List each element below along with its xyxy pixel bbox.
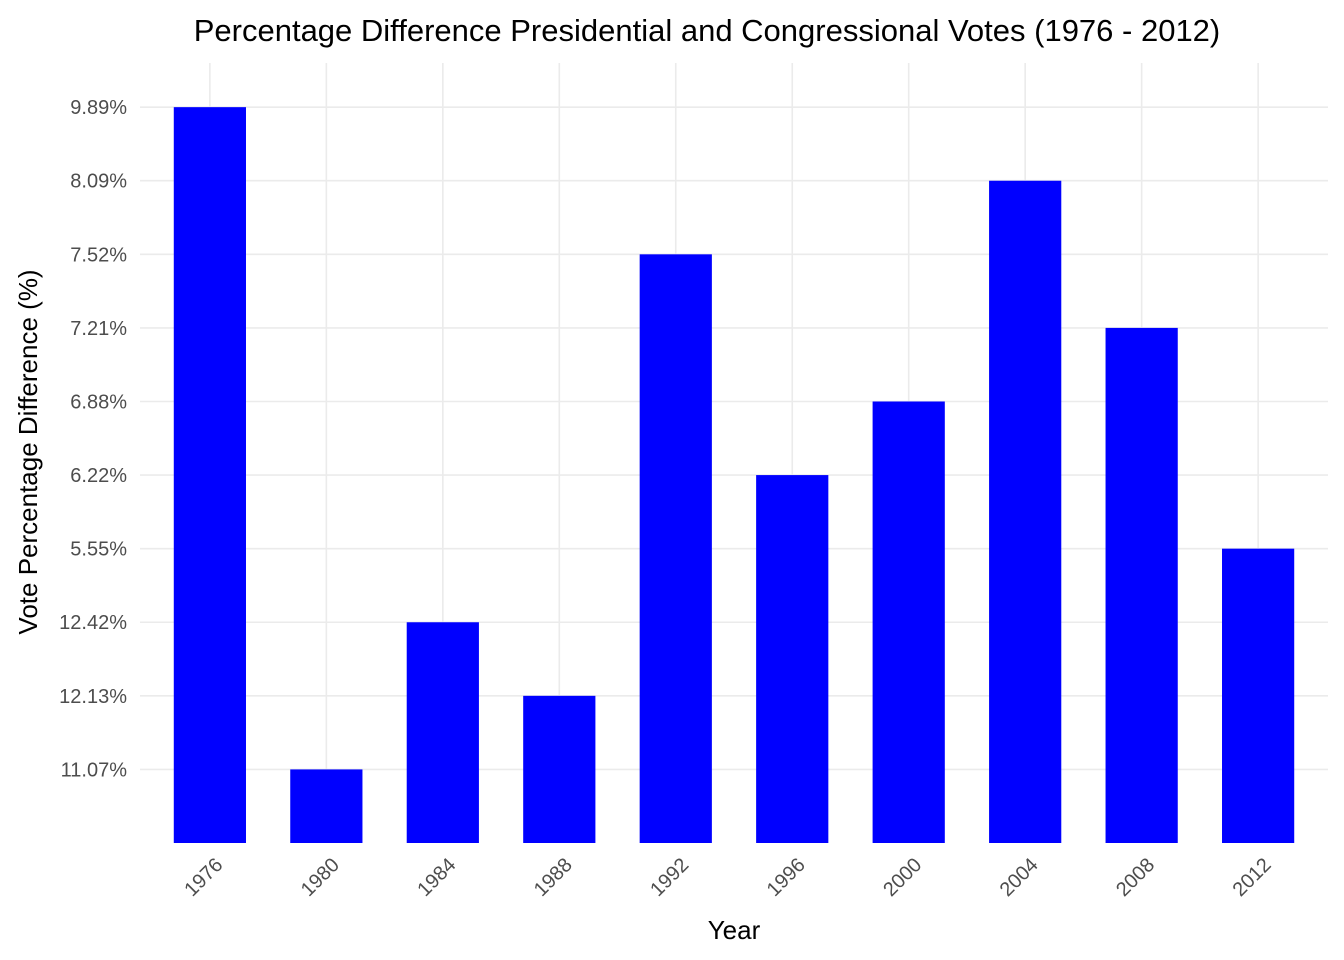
bar-1992 bbox=[639, 254, 712, 844]
bar-1996 bbox=[756, 475, 829, 843]
y-tick-label: 6.22% bbox=[70, 465, 127, 487]
y-tick-label: 11.07% bbox=[61, 759, 128, 781]
bar-2008 bbox=[1105, 327, 1178, 844]
y-tick-label: 12.42% bbox=[59, 612, 127, 634]
x-tick-label: 1992 bbox=[646, 854, 693, 901]
x-tick-label: 1988 bbox=[530, 854, 577, 901]
y-tick-label: 6.88% bbox=[70, 391, 127, 413]
y-tick-label: 7.21% bbox=[70, 318, 127, 340]
bar-1980 bbox=[290, 769, 363, 843]
y-tick-label: 7.52% bbox=[70, 244, 127, 266]
x-tick-label: 1980 bbox=[297, 854, 344, 901]
bar-1976 bbox=[173, 107, 246, 843]
x-tick-label: 1984 bbox=[413, 854, 460, 901]
y-tick-label: 5.55% bbox=[70, 539, 127, 561]
x-tick-label: 2004 bbox=[996, 854, 1043, 901]
x-tick-label: 1996 bbox=[763, 854, 810, 901]
y-tick-label: 12.13% bbox=[59, 686, 127, 708]
x-axis-tick-labels: 1976 1980 1984 1988 1992 1996 2000 2004 2008 2012 bbox=[180, 854, 1275, 901]
x-tick-label: 2000 bbox=[879, 854, 926, 901]
bar-2004 bbox=[989, 180, 1062, 844]
bars bbox=[173, 107, 1295, 844]
bar-1984 bbox=[406, 622, 479, 843]
y-axis-title: Vote Percentage Difference (%) bbox=[13, 269, 43, 634]
y-tick-label: 8.09% bbox=[70, 171, 127, 193]
x-tick-label: 1976 bbox=[180, 854, 227, 901]
x-tick-label: 2012 bbox=[1229, 854, 1276, 901]
bar-2000 bbox=[872, 401, 945, 843]
x-axis-title: Year bbox=[708, 915, 761, 945]
chart-title: Percentage Difference Presidential and C… bbox=[194, 13, 1221, 48]
y-tick-label: 9.89% bbox=[70, 97, 127, 119]
x-tick-label: 2008 bbox=[1112, 854, 1159, 901]
y-axis-tick-labels: 11.07% 12.13% 12.42% 5.55% 6.22% 6.88% 7.21% 7.… bbox=[59, 97, 127, 781]
bar-1988 bbox=[523, 695, 596, 843]
bar-2012 bbox=[1222, 548, 1295, 843]
